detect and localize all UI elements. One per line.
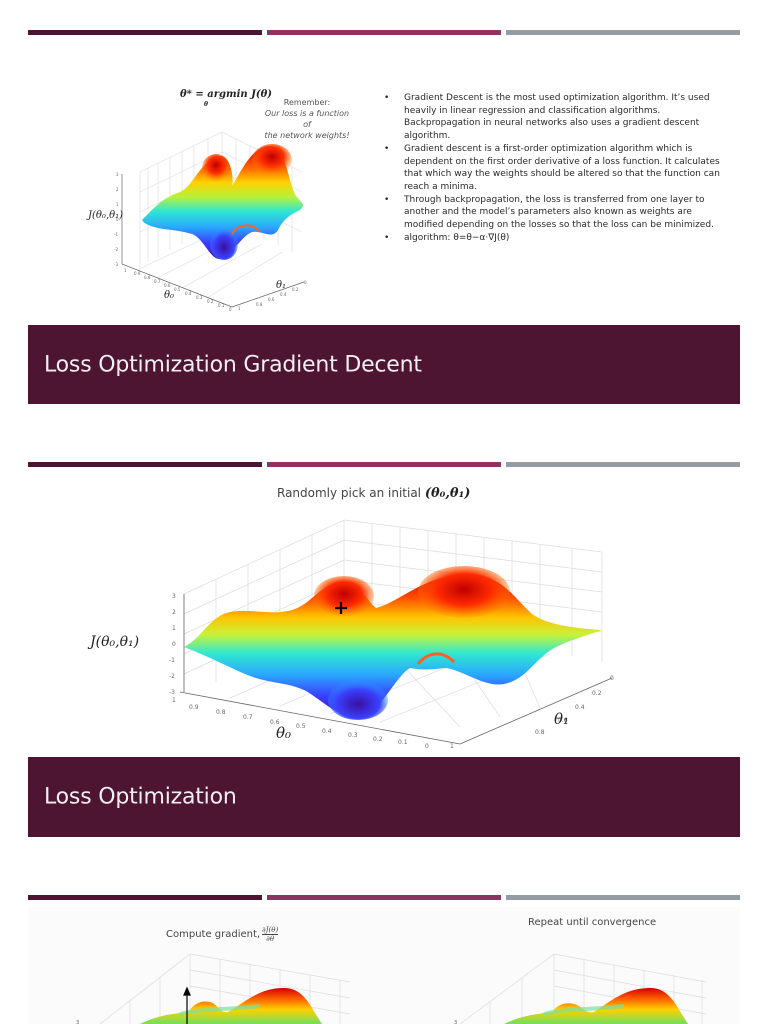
svg-text:0.6: 0.6 <box>164 283 171 288</box>
svg-text:0.4: 0.4 <box>280 292 287 297</box>
accent-bar-dark <box>28 30 262 35</box>
z-axis-label: J(θ₀,θ₁) <box>86 210 123 221</box>
svg-text:-3: -3 <box>169 689 175 696</box>
slide-3: Compute gradient, ∂J(θ) ∂θ Repeat until … <box>0 850 768 1024</box>
surface-mesh <box>184 573 602 719</box>
svg-text:0: 0 <box>304 280 307 285</box>
svg-text:0.7: 0.7 <box>154 279 161 284</box>
svg-text:0: 0 <box>229 307 232 312</box>
svg-text:-3: -3 <box>114 262 118 267</box>
svg-text:-2: -2 <box>169 673 175 680</box>
svg-text:1: 1 <box>450 743 454 750</box>
accent-bar-gray <box>506 462 740 467</box>
svg-text:-1: -1 <box>114 232 118 237</box>
accent-bar-mid <box>267 30 501 35</box>
svg-text:1: 1 <box>238 306 241 311</box>
remember-note: Remember: Our loss is a function of the … <box>264 98 350 140</box>
bullet-item: algorithm: θ=θ−α·∇J(θ) <box>384 232 729 245</box>
accent-bar-mid <box>267 462 501 467</box>
banner-title: Loss Optimization Gradient Decent <box>44 352 422 377</box>
z-axis-label: J(θ₀,θ₁) <box>87 634 139 650</box>
argmin-subscript: θ <box>204 101 209 108</box>
x-axis-label: θ₀ <box>164 290 174 301</box>
svg-text:0.2: 0.2 <box>207 299 214 304</box>
svg-text:0.6: 0.6 <box>268 297 275 302</box>
svg-text:0.9: 0.9 <box>134 271 141 276</box>
svg-text:1: 1 <box>116 202 119 207</box>
svg-text:2: 2 <box>116 187 119 192</box>
banner-title: Loss Optimization <box>44 784 237 810</box>
svg-text:0.4: 0.4 <box>185 291 192 296</box>
svg-text:0.6: 0.6 <box>558 717 568 724</box>
x-axis-label: θ₀ <box>276 724 291 742</box>
y-axis-label: θ₁ <box>276 280 286 291</box>
chart-caption: Randomly pick an initial (θ₀,θ₁) <box>277 486 471 501</box>
svg-text:0.5: 0.5 <box>174 287 181 292</box>
svg-text:0.5: 0.5 <box>296 723 306 730</box>
svg-text:1: 1 <box>172 625 176 632</box>
svg-text:0.8: 0.8 <box>144 275 151 280</box>
svg-text:0.2: 0.2 <box>292 287 299 292</box>
gradient-arrow-icon <box>183 986 191 1024</box>
accent-bar-dark <box>28 895 262 900</box>
accent-bar-gray <box>506 30 740 35</box>
svg-text:0.8: 0.8 <box>256 302 263 307</box>
argmin-formula: θ* = argmin J(θ) <box>180 89 272 100</box>
slide-accent-bar <box>28 30 740 35</box>
svg-text:0.3: 0.3 <box>348 732 358 739</box>
initial-point-svg: 3 2 1 0 -1 -2 -3 1 0.9 0.8 0.7 0.6 0.5 0.4 0.3 0.2 0.… <box>87 519 614 750</box>
y-axis-label: θ₁ <box>554 710 569 728</box>
svg-text:-2: -2 <box>114 247 118 252</box>
section-banner: Loss Optimization Gradient Decent <box>28 325 740 404</box>
initial-point-chart: 3 2 1 0 -1 -2 -3 1 0.9 0.8 0.7 0.6 0.5 0.4 0.3 0.2 0.… <box>80 512 620 750</box>
svg-text:0.7: 0.7 <box>243 714 253 721</box>
section-banner: Loss Optimization <box>28 757 740 837</box>
slide-2: Randomly pick an initial (θ₀,θ₁) <box>0 420 768 850</box>
accent-bar-mid <box>267 895 501 900</box>
slide-accent-bar <box>28 895 740 900</box>
svg-text:0.8: 0.8 <box>216 709 226 716</box>
bullet-list: Gradient Descent is the most used optimi… <box>384 92 729 244</box>
svg-text:-1: -1 <box>169 657 175 664</box>
surface-mesh <box>142 146 303 259</box>
svg-text:0.6: 0.6 <box>270 719 280 726</box>
svg-text:0.8: 0.8 <box>535 729 545 736</box>
accent-bar-gray <box>506 895 740 900</box>
svg-text:3: 3 <box>454 1020 457 1024</box>
svg-text:0.2: 0.2 <box>592 690 602 697</box>
svg-text:1: 1 <box>172 697 176 704</box>
bullet-item: Gradient descent is a first-order optimi… <box>384 143 729 194</box>
svg-text:0.3: 0.3 <box>196 295 203 300</box>
accent-bar-dark <box>28 462 262 467</box>
compute-gradient-caption: Compute gradient, ∂J(θ) ∂θ <box>166 926 279 943</box>
svg-text:0.1: 0.1 <box>398 739 408 746</box>
bullet-item: Through backpropagation, the loss is tra… <box>384 194 729 232</box>
svg-text:3: 3 <box>116 172 119 177</box>
svg-text:0: 0 <box>116 217 119 222</box>
slide-accent-bar <box>28 462 740 467</box>
compute-gradient-chart: 3 <box>60 950 360 1024</box>
svg-text:0: 0 <box>425 743 429 750</box>
svg-text:0.1: 0.1 <box>218 303 225 308</box>
svg-text:0.9: 0.9 <box>189 704 199 711</box>
svg-text:0: 0 <box>610 675 614 682</box>
svg-text:0.4: 0.4 <box>322 728 332 735</box>
svg-text:0: 0 <box>172 641 176 648</box>
svg-text:0.2: 0.2 <box>373 736 383 743</box>
svg-text:2: 2 <box>172 609 176 616</box>
repeat-caption: Repeat until convergence <box>528 917 657 928</box>
svg-text:0.4: 0.4 <box>575 704 585 711</box>
repeat-convergence-chart: 3 <box>440 950 740 1024</box>
initial-point-marker <box>335 602 347 614</box>
bullet-item: Gradient Descent is the most used optimi… <box>384 92 729 143</box>
svg-text:1: 1 <box>124 268 127 273</box>
slide-1: θ* = argmin J(θ) θ Remember: Our loss is… <box>0 0 768 420</box>
svg-text:3: 3 <box>76 1020 79 1024</box>
svg-text:3: 3 <box>172 593 176 600</box>
